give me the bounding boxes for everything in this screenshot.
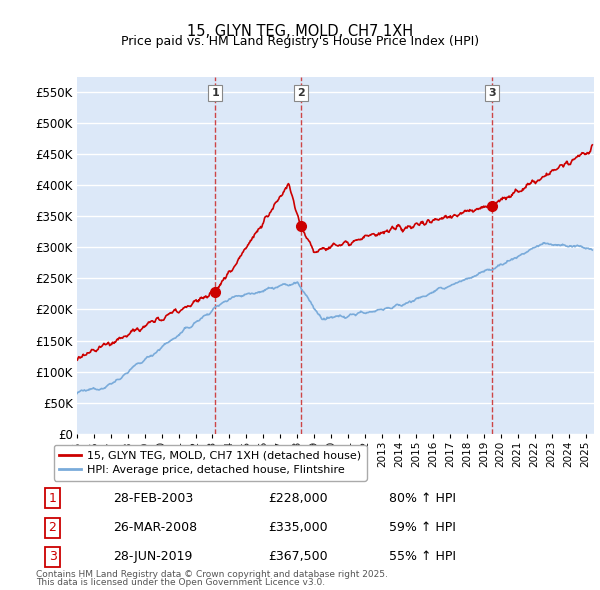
- Text: 28-JUN-2019: 28-JUN-2019: [113, 550, 193, 563]
- Text: 2: 2: [49, 521, 56, 534]
- Text: 59% ↑ HPI: 59% ↑ HPI: [389, 521, 456, 534]
- Text: 26-MAR-2008: 26-MAR-2008: [113, 521, 197, 534]
- Text: 28-FEB-2003: 28-FEB-2003: [113, 492, 194, 505]
- Text: This data is licensed under the Open Government Licence v3.0.: This data is licensed under the Open Gov…: [36, 578, 325, 587]
- Text: £335,000: £335,000: [268, 521, 328, 534]
- Text: 55% ↑ HPI: 55% ↑ HPI: [389, 550, 456, 563]
- Text: 15, GLYN TEG, MOLD, CH7 1XH: 15, GLYN TEG, MOLD, CH7 1XH: [187, 24, 413, 38]
- Text: 2: 2: [297, 88, 305, 98]
- Text: £367,500: £367,500: [268, 550, 328, 563]
- Text: 1: 1: [49, 492, 56, 505]
- Text: 1: 1: [211, 88, 219, 98]
- Text: 3: 3: [488, 88, 496, 98]
- Text: Contains HM Land Registry data © Crown copyright and database right 2025.: Contains HM Land Registry data © Crown c…: [36, 571, 388, 579]
- Text: Price paid vs. HM Land Registry's House Price Index (HPI): Price paid vs. HM Land Registry's House …: [121, 35, 479, 48]
- Text: 3: 3: [49, 550, 56, 563]
- Text: £228,000: £228,000: [268, 492, 328, 505]
- Legend: 15, GLYN TEG, MOLD, CH7 1XH (detached house), HPI: Average price, detached house: 15, GLYN TEG, MOLD, CH7 1XH (detached ho…: [53, 445, 367, 481]
- Text: 80% ↑ HPI: 80% ↑ HPI: [389, 492, 456, 505]
